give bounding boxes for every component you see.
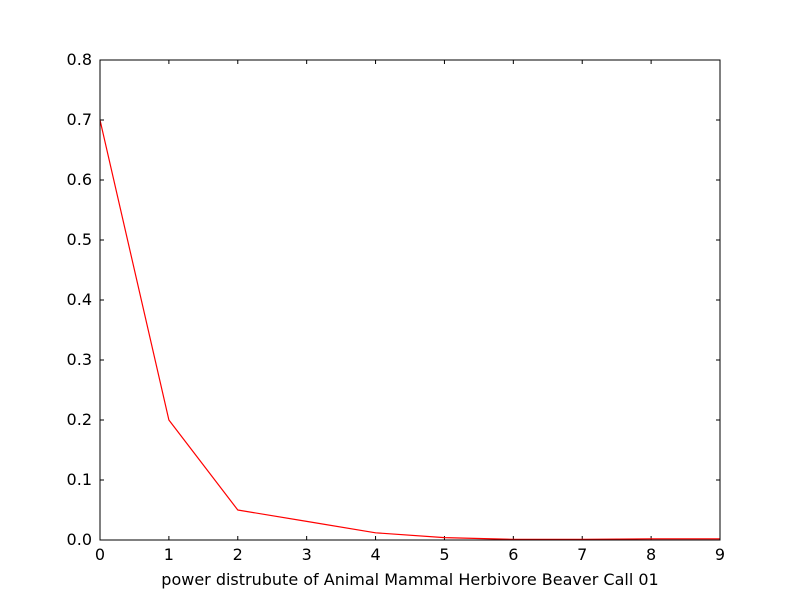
x-tick-label: 3: [302, 545, 312, 564]
series-layer: [99, 119, 720, 541]
x-tick-label: 1: [164, 545, 174, 564]
x-tick-label: 0: [95, 545, 105, 564]
plot-area: [100, 60, 720, 540]
series-line-0: [99, 119, 720, 541]
y-tick-label: 0.1: [67, 470, 92, 489]
y-axis-ticks: 0.0 0.1 0.2 0.3 0.4 0.5 0.6 0.7 0.8: [67, 50, 720, 549]
x-tick-label: 6: [508, 545, 518, 564]
x-tick-label: 5: [439, 545, 449, 564]
y-tick-label: 0.3: [67, 350, 92, 369]
x-axis-label: power distrubute of Animal Mammal Herbiv…: [161, 570, 658, 589]
y-tick-label: 0.5: [67, 230, 92, 249]
y-tick-label: 0.6: [67, 170, 92, 189]
y-tick-label: 0.2: [67, 410, 92, 429]
y-tick-label: 0.7: [67, 110, 92, 129]
x-tick-label: 9: [715, 545, 725, 564]
plot-frame: [99, 59, 721, 541]
y-tick-label: 0.8: [67, 50, 92, 69]
x-tick-label: 2: [233, 545, 243, 564]
x-tick-label: 8: [646, 545, 656, 564]
y-tick-label: 0.0: [67, 530, 92, 549]
x-tick-label: 4: [370, 545, 380, 564]
y-tick-label: 0.4: [67, 290, 92, 309]
x-tick-label: 7: [577, 545, 587, 564]
